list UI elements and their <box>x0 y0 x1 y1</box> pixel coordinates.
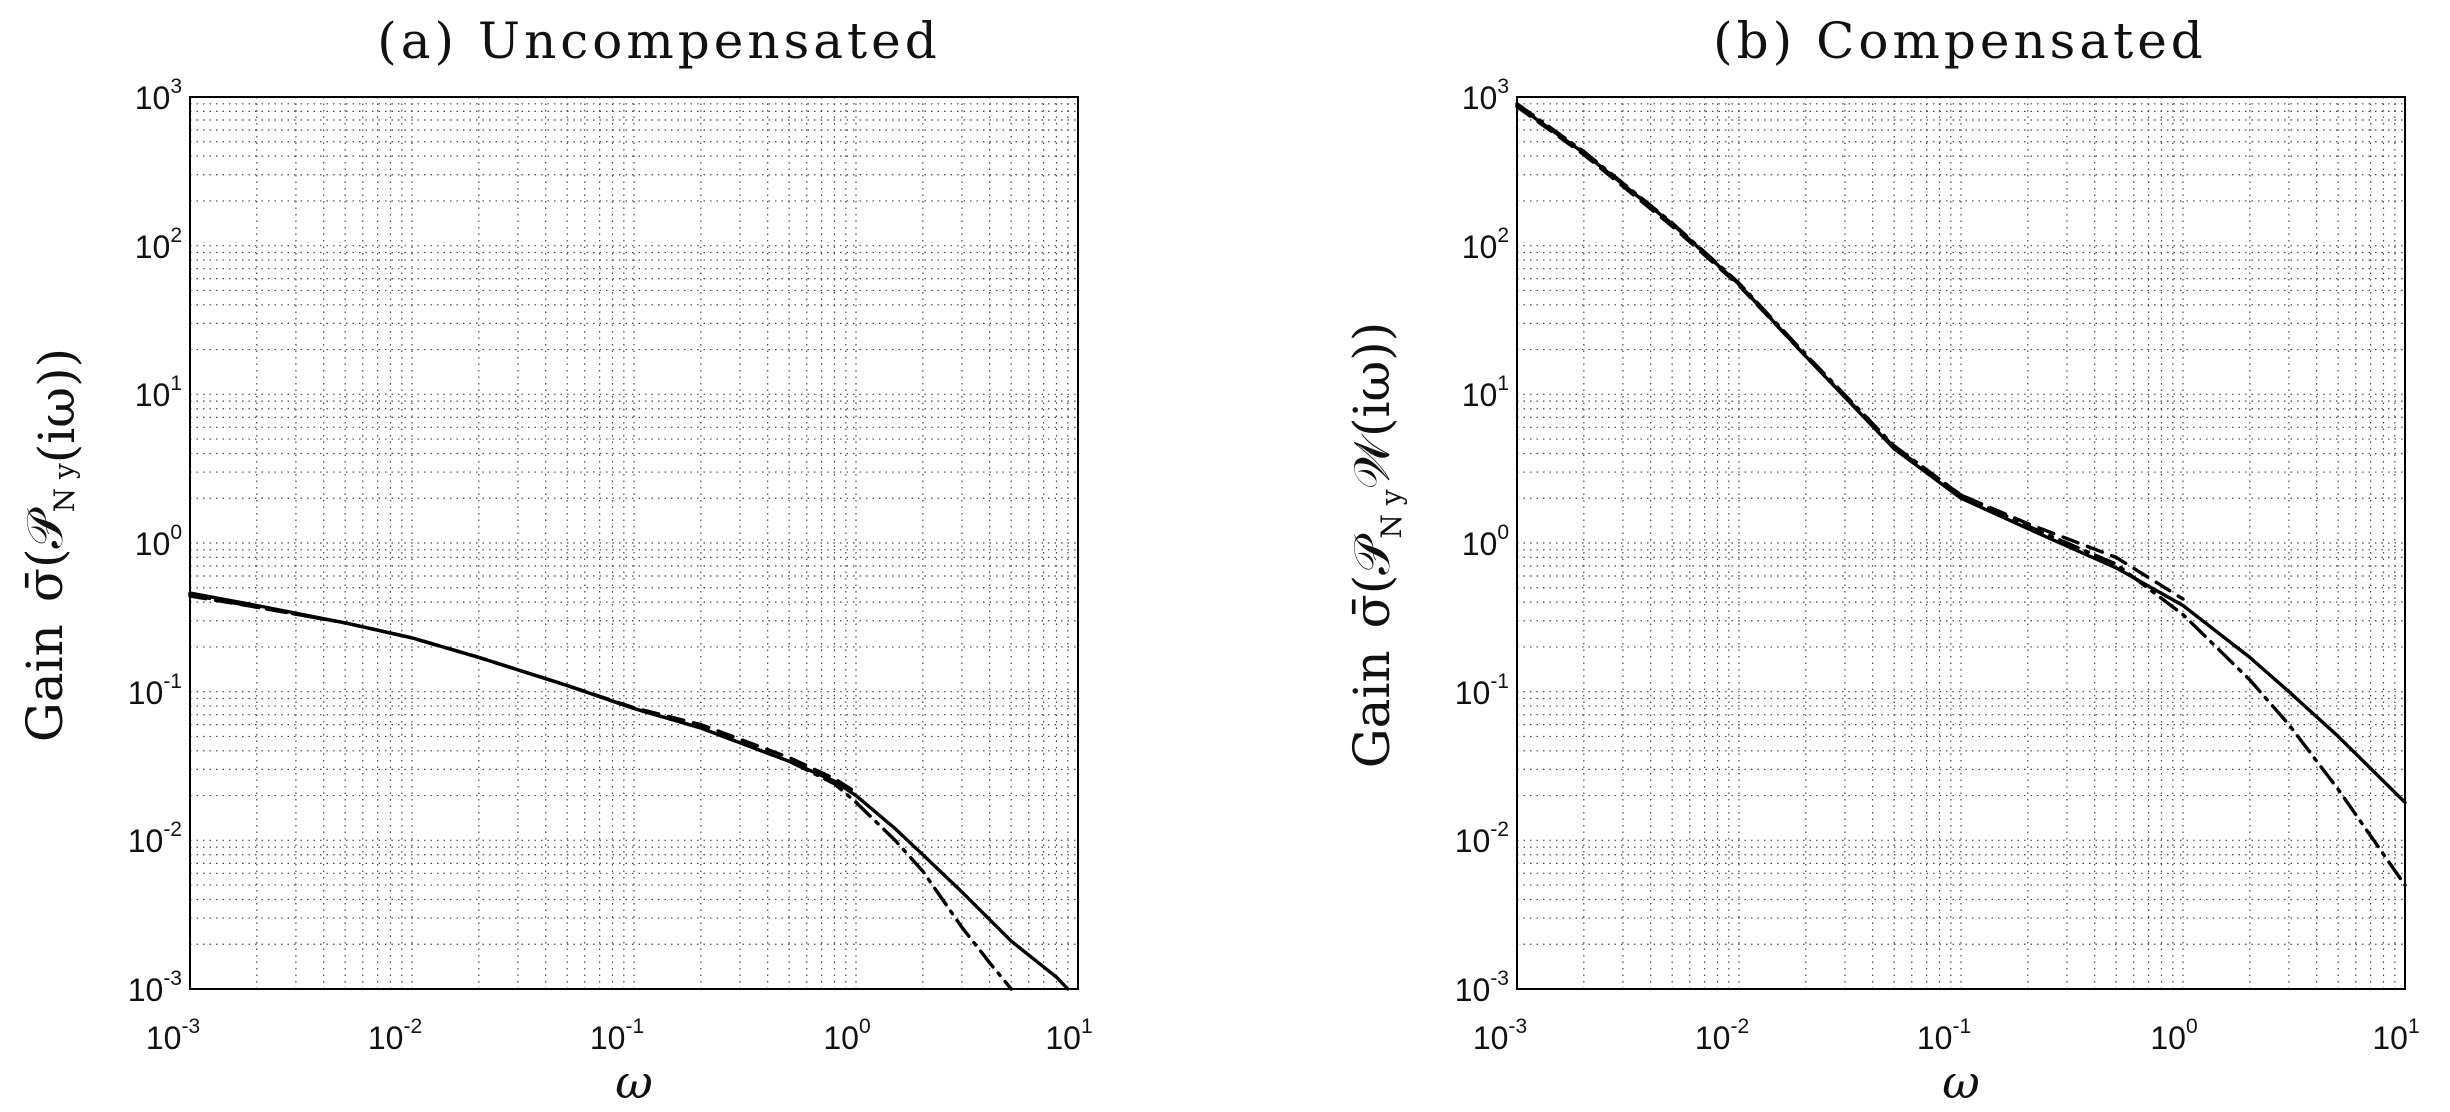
panel-a-ytick-2: 10-1 <box>128 670 182 711</box>
panel-a-curves <box>188 591 1070 991</box>
panel-a-plot-area <box>188 96 1079 991</box>
panel-a-xtick-0: 10-3 <box>146 1015 200 1056</box>
panel-a-ytick-5: 102 <box>135 224 182 265</box>
panel-b-xtick-labels: 10-3 10-2 10-1 100 101 <box>1473 1015 2420 1056</box>
series-line-solid <box>188 591 1070 991</box>
panel-a-grid <box>190 97 1078 989</box>
series-line-dashed <box>188 594 858 795</box>
panel-a-ytick-3: 100 <box>135 521 182 562</box>
panel-a-ytick-1: 10-2 <box>128 818 182 859</box>
panel-b-xtick-2: 10-1 <box>1917 1015 1971 1056</box>
panel-b-ytick-labels: 10-3 10-2 10-1 100 101 102 103 <box>1455 75 1509 1008</box>
panel-b-xtick-3: 100 <box>2150 1015 2197 1056</box>
panel-b-curves <box>1515 102 2407 887</box>
panel-b-axes-frame <box>1516 96 2406 990</box>
panel-a-xtick-1: 10-2 <box>368 1015 422 1056</box>
panel-a-ytick-labels: 10-3 10-2 10-1 100 101 102 103 <box>128 75 182 1008</box>
panel-b-xlabel: ω <box>1942 1055 1980 1109</box>
panel-b-ytick-5: 102 <box>1462 224 1509 265</box>
panel-a-ytick-0: 10-3 <box>128 967 182 1008</box>
panel-a-ytick-4: 101 <box>135 372 182 413</box>
panel-b-title: (b) Compensated <box>1713 12 2207 70</box>
panel-a-xlabel: ω <box>615 1055 653 1109</box>
panel-a-ytick-6: 103 <box>135 75 182 116</box>
panel-b-grid <box>1517 97 2405 989</box>
series-line-dashdot <box>188 592 1013 991</box>
panel-b-plot-area <box>1515 96 2407 990</box>
panel-b-ytick-2: 10-1 <box>1455 670 1509 711</box>
panel-b-xtick-1: 10-2 <box>1695 1015 1749 1056</box>
panel-a-title: (a) Uncompensated <box>377 12 941 70</box>
panel-b-ytick-3: 100 <box>1462 521 1509 562</box>
panel-b-xtick-0: 10-3 <box>1473 1015 1527 1056</box>
series-line-dashdot <box>1515 102 2407 887</box>
panel-b-xtick-4: 101 <box>2372 1015 2419 1056</box>
panel-a-axes-frame <box>189 96 1079 990</box>
panel-a-xtick-4: 101 <box>1045 1015 1092 1056</box>
panel-a-ylabel: Gainσ̄(𝒫N y(iω)) <box>16 348 86 742</box>
panel-uncompensated: (a) Uncompensated 10-3 10-2 10-1 100 101… <box>16 12 1093 1109</box>
panel-b-ytick-4: 101 <box>1462 372 1509 413</box>
panel-a-xtick-2: 10-1 <box>590 1015 644 1056</box>
panel-a-xtick-3: 100 <box>823 1015 870 1056</box>
panel-compensated: (b) Compensated 10-3 10-2 10-1 100 101 1… <box>1343 12 2420 1109</box>
panel-b-ytick-1: 10-2 <box>1455 818 1509 859</box>
panel-b-ylabel: Gainσ̄(𝒫N y𝒲(iω)) <box>1343 322 1408 769</box>
panel-b-ytick-0: 10-3 <box>1455 967 1509 1008</box>
panel-a-xtick-labels: 10-3 10-2 10-1 100 101 <box>146 1015 1093 1056</box>
panel-b-ytick-6: 103 <box>1462 75 1509 116</box>
